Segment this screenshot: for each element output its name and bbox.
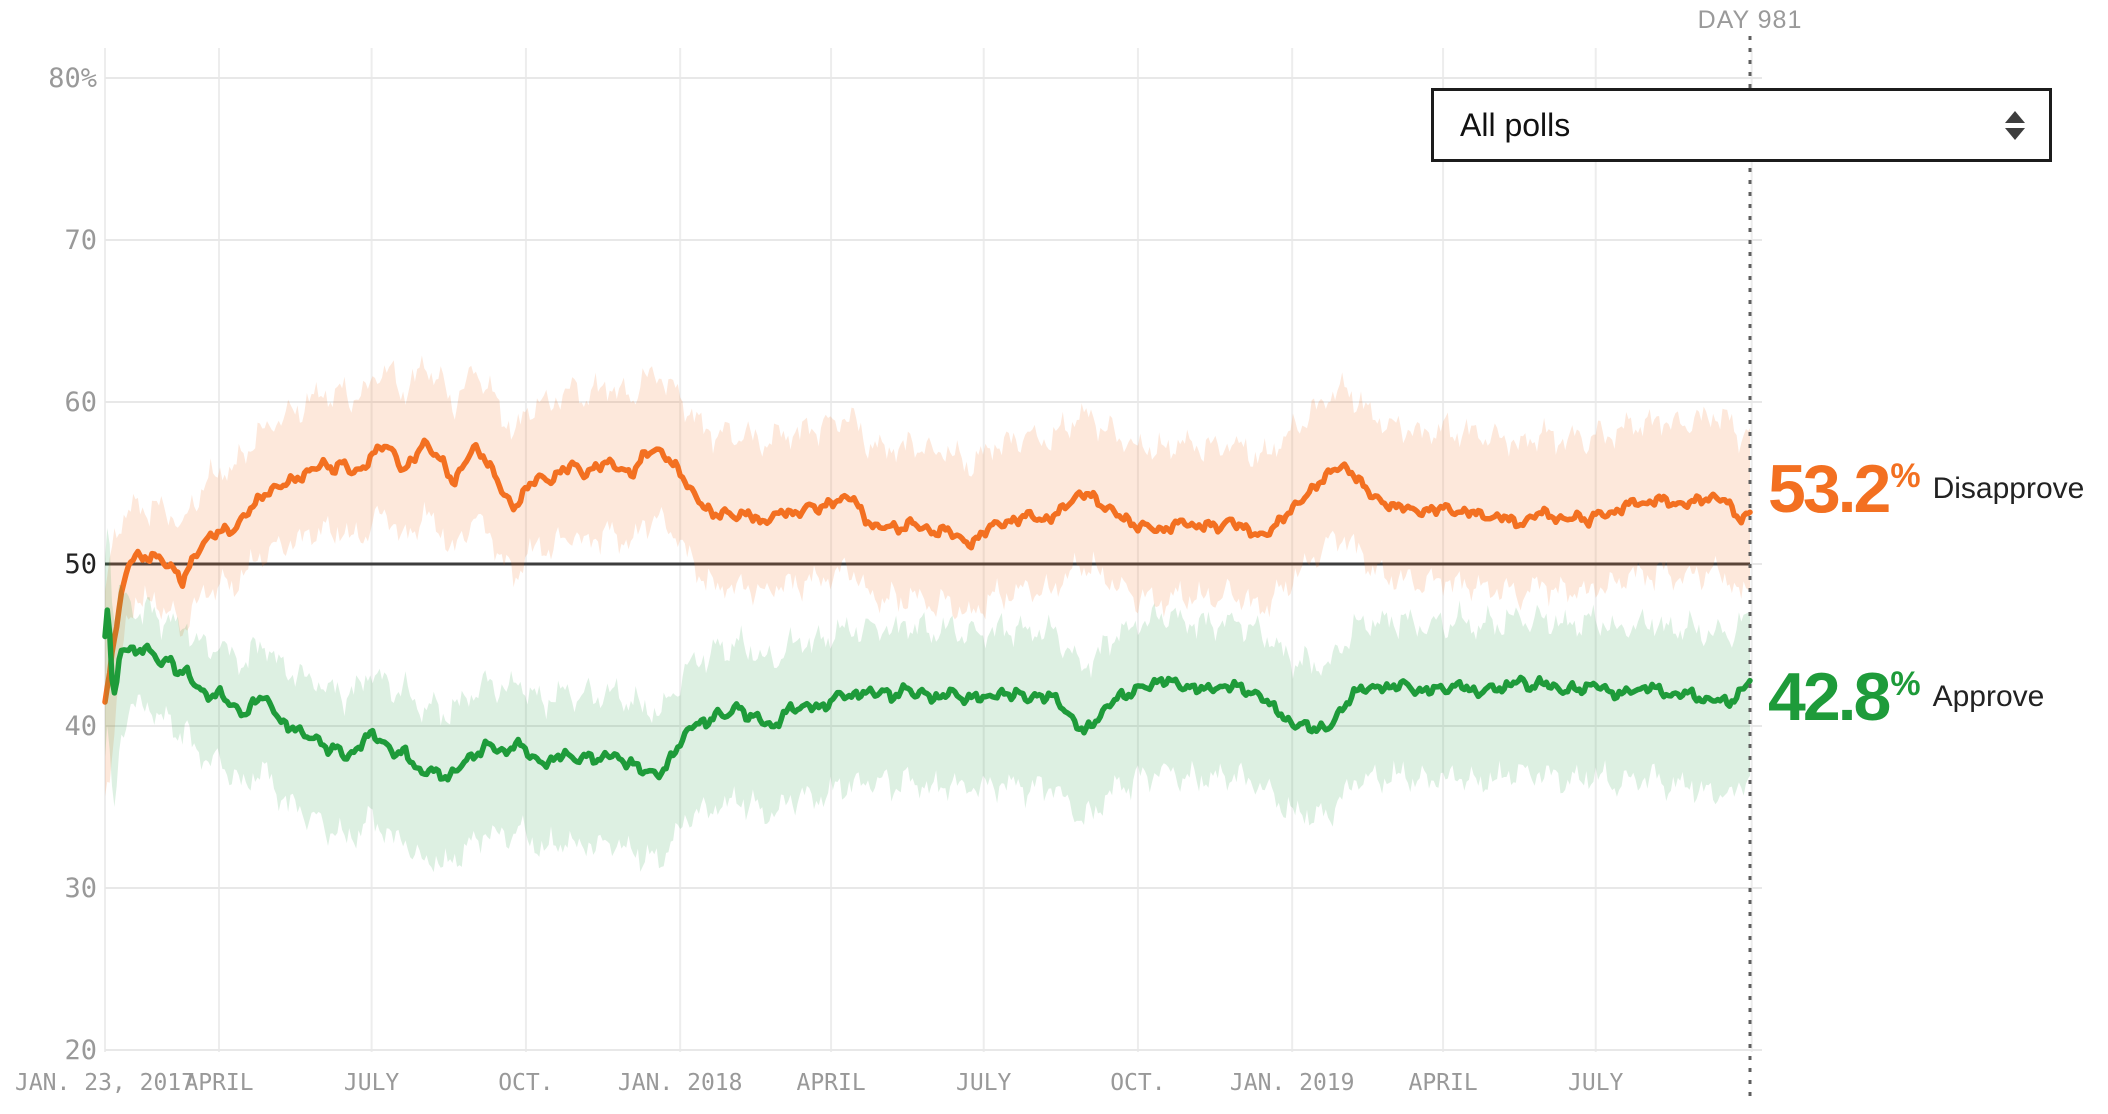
arrow-down-icon <box>2005 127 2025 140</box>
y-tick-label: 20 <box>64 1035 97 1066</box>
approve-number: 42.8 <box>1768 659 1891 735</box>
y-tick-label: 70 <box>64 225 97 256</box>
y-tick-label: 60 <box>64 387 97 418</box>
x-tick-label: JULY <box>956 1070 1012 1096</box>
y-axis-labels: 80% 70 60 50 40 30 20 <box>48 63 97 1066</box>
y-tick-label: 80% <box>48 63 97 94</box>
y-tick-label: 40 <box>64 711 97 742</box>
approve-label: Approve <box>1932 680 2045 713</box>
polls-filter-select[interactable]: All polls <box>1431 88 2052 162</box>
approve-uncertainty-band <box>105 528 1750 873</box>
gridlines <box>104 48 1762 1052</box>
x-tick-label: JAN. 2019 <box>1230 1070 1355 1096</box>
disapprove-current-value: 53.2% Disapprove <box>1768 455 2084 523</box>
x-tick-label: APRIL <box>1408 1070 1477 1096</box>
day-marker-label: DAY 981 <box>1697 6 1803 34</box>
disapprove-uncertainty-band <box>105 355 1750 797</box>
y-tick-label: 30 <box>64 873 97 904</box>
approve-line <box>102 607 1753 783</box>
disapprove-percent-sign: % <box>1890 457 1921 495</box>
x-tick-label: JAN. 2018 <box>618 1070 743 1096</box>
arrow-up-icon <box>2005 110 2025 123</box>
disapprove-number: 53.2 <box>1768 451 1891 527</box>
x-tick-label: OCT. <box>498 1070 553 1096</box>
x-tick-label: JAN. 23, 2017 <box>15 1070 195 1096</box>
disapprove-line <box>102 437 1753 705</box>
approve-percent-sign: % <box>1890 665 1921 703</box>
x-tick-label: JULY <box>344 1070 400 1096</box>
x-tick-label: OCT. <box>1110 1070 1165 1096</box>
x-tick-label: APRIL <box>796 1070 865 1096</box>
disapprove-label: Disapprove <box>1932 472 2085 505</box>
x-tick-label: JULY <box>1568 1070 1624 1096</box>
x-tick-label: APRIL <box>184 1070 253 1096</box>
approve-current-value: 42.8% Approve <box>1768 663 2044 731</box>
polls-filter-selected-value: All polls <box>1460 106 1571 143</box>
y-tick-label: 50 <box>64 549 97 580</box>
dropdown-arrows-icon <box>2005 110 2025 140</box>
